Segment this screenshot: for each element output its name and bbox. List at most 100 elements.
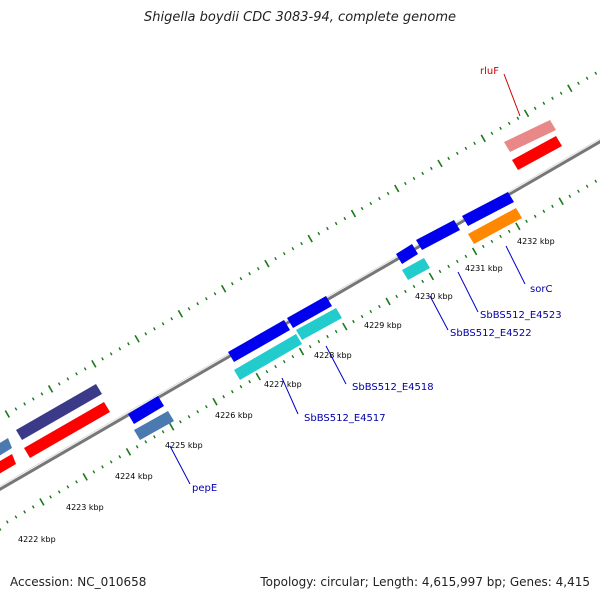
minor-tick bbox=[412, 176, 416, 181]
minor-tick bbox=[577, 81, 580, 85]
minor-tick bbox=[404, 289, 407, 294]
gene-feature bbox=[134, 411, 174, 440]
minor-tick bbox=[447, 156, 451, 161]
feature-track bbox=[0, 120, 562, 474]
kbp-label: 4230 kbp bbox=[415, 292, 453, 301]
minor-tick bbox=[542, 209, 546, 213]
minor-tick bbox=[204, 297, 208, 301]
accession-label: Accession: NC_010658 bbox=[10, 575, 147, 589]
kbp-label: 4222 kbp bbox=[18, 535, 56, 544]
major-tick bbox=[255, 372, 261, 381]
gene-label-SbBS512_E4523: SbBS512_E4523 bbox=[480, 310, 562, 321]
minor-tick bbox=[438, 269, 442, 274]
minor-tick bbox=[196, 410, 200, 414]
minor-tick bbox=[144, 332, 148, 336]
gene-label-pepE: pepE bbox=[192, 483, 217, 494]
major-tick bbox=[480, 134, 486, 143]
gene-label-SbBS512_E4517: SbBS512_E4517 bbox=[304, 413, 386, 424]
minor-tick bbox=[516, 116, 520, 120]
topology-label: Topology: circular; Length: 4,615,997 bp… bbox=[260, 575, 590, 589]
major-tick bbox=[169, 422, 175, 431]
minor-tick bbox=[265, 370, 269, 374]
minor-tick bbox=[481, 244, 485, 249]
minor-tick bbox=[274, 256, 277, 261]
kbp-label: 4231 kbp bbox=[465, 264, 503, 273]
gene-feature bbox=[396, 244, 418, 264]
minor-tick bbox=[404, 181, 407, 186]
minor-tick bbox=[196, 302, 200, 306]
major-tick bbox=[264, 259, 270, 268]
gene-label-SbBS512_E4518: SbBS512_E4518 bbox=[352, 382, 434, 393]
label-leaders bbox=[169, 73, 526, 485]
kbp-label: 4232 kbp bbox=[517, 237, 555, 246]
minor-tick bbox=[161, 322, 165, 326]
major-tick bbox=[428, 272, 435, 281]
minor-tick bbox=[429, 166, 433, 171]
minor-tick bbox=[213, 292, 217, 296]
minor-tick bbox=[31, 505, 35, 509]
gene-label-sorC: sorC bbox=[530, 284, 552, 295]
minor-tick bbox=[66, 485, 70, 489]
major-tick bbox=[515, 222, 521, 231]
major-tick bbox=[567, 84, 573, 93]
major-tick bbox=[0, 527, 2, 531]
minor-tick bbox=[40, 392, 44, 396]
minor-tick bbox=[170, 317, 174, 321]
major-tick bbox=[394, 184, 400, 193]
gene-feature bbox=[512, 136, 562, 170]
major-tick bbox=[125, 447, 132, 456]
kbp-label: 4224 kbp bbox=[115, 472, 153, 481]
minor-tick bbox=[507, 121, 511, 125]
major-tick bbox=[558, 197, 564, 206]
major-tick bbox=[4, 410, 11, 418]
minor-tick bbox=[464, 254, 468, 259]
minor-tick bbox=[118, 347, 122, 351]
minor-tick bbox=[222, 395, 226, 399]
minor-tick bbox=[473, 141, 476, 146]
minor-tick bbox=[455, 259, 459, 264]
kbp-label: 4228 kbp bbox=[314, 351, 352, 360]
minor-tick bbox=[248, 380, 251, 384]
gene-feature bbox=[0, 454, 16, 474]
major-tick bbox=[177, 309, 184, 318]
major-tick bbox=[220, 284, 227, 293]
minor-tick bbox=[533, 106, 537, 110]
minor-tick bbox=[551, 96, 554, 100]
kbp-label: 4226 kbp bbox=[215, 411, 253, 420]
gene-feature bbox=[16, 384, 102, 440]
minor-tick bbox=[369, 309, 373, 314]
minor-tick bbox=[282, 359, 286, 364]
minor-tick bbox=[360, 206, 364, 211]
minor-tick bbox=[317, 339, 321, 344]
minor-tick bbox=[144, 440, 148, 444]
kbp-label: 4229 kbp bbox=[364, 321, 402, 330]
minor-tick bbox=[447, 264, 451, 269]
gene-feature bbox=[24, 402, 110, 458]
minor-tick bbox=[101, 357, 104, 361]
minor-tick bbox=[317, 231, 321, 236]
major-tick bbox=[39, 498, 45, 506]
minor-tick bbox=[300, 241, 303, 246]
minor-tick bbox=[525, 219, 528, 223]
minor-tick bbox=[455, 151, 459, 156]
major-tick bbox=[385, 297, 391, 306]
major-tick bbox=[134, 334, 140, 343]
minor-tick bbox=[57, 490, 61, 494]
minor-tick bbox=[559, 91, 563, 95]
major-tick bbox=[342, 322, 348, 331]
gene-feature bbox=[416, 220, 460, 250]
major-tick bbox=[437, 159, 443, 168]
minor-tick bbox=[5, 520, 9, 524]
minor-tick bbox=[585, 184, 589, 188]
minor-tick bbox=[343, 216, 347, 221]
minor-tick bbox=[282, 251, 286, 256]
minor-tick bbox=[395, 294, 399, 299]
minor-tick bbox=[75, 480, 78, 484]
gene-feature bbox=[468, 208, 522, 244]
minor-tick bbox=[499, 234, 502, 239]
minor-tick bbox=[92, 470, 96, 474]
gene-feature bbox=[287, 296, 332, 328]
gene-feature bbox=[462, 192, 514, 226]
minor-tick bbox=[66, 377, 70, 381]
minor-tick bbox=[326, 334, 329, 339]
